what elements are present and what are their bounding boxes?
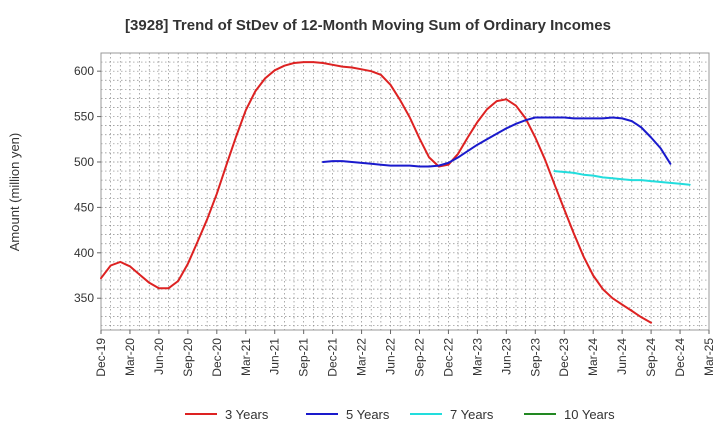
legend-label: 10 Years — [564, 407, 615, 422]
x-tick-label: Sep-24 — [644, 338, 658, 377]
x-tick-label: Mar-24 — [586, 338, 600, 376]
y-tick-label: 450 — [74, 200, 94, 214]
series-line-3-years — [100, 61, 653, 324]
series-line-7-years — [553, 170, 691, 186]
x-tick-label: Dec-19 — [94, 338, 108, 377]
x-tick-label: Jun-24 — [615, 338, 629, 375]
legend: 3 Years 5 Years 7 Years 10 Years — [185, 407, 615, 422]
x-tick-label: Sep-23 — [528, 338, 542, 377]
x-tick-label: Sep-21 — [297, 338, 311, 377]
legend-label: 3 Years — [225, 407, 269, 422]
x-tick-label: Dec-20 — [210, 338, 224, 377]
x-tick-label: Mar-21 — [239, 338, 253, 376]
legend-item-10-years: 10 Years — [524, 407, 615, 422]
chart-title: [3928] Trend of StDev of 12-Month Moving… — [125, 17, 611, 34]
x-tick-label: Mar-25 — [702, 338, 716, 376]
x-tick-label: Dec-23 — [557, 338, 571, 377]
legend-item-5-years: 5 Years — [306, 407, 390, 422]
x-tick-label: Mar-23 — [470, 338, 484, 376]
y-axis: 350 400 450 500 550 600 — [74, 64, 101, 305]
x-tick-label: Mar-20 — [123, 338, 137, 376]
x-tick-label: Mar-22 — [355, 338, 369, 376]
x-tick-label: Jun-23 — [499, 338, 513, 375]
x-tick-label: Jun-22 — [384, 338, 398, 375]
x-tick-label: Jun-20 — [152, 338, 166, 375]
x-tick-label: Sep-20 — [181, 338, 195, 377]
x-tick-label: Dec-24 — [673, 338, 687, 377]
series-group — [100, 61, 691, 324]
series-line-5-years — [322, 116, 672, 168]
y-tick-label: 500 — [74, 155, 94, 169]
legend-label: 5 Years — [346, 407, 390, 422]
y-tick-label: 400 — [74, 246, 94, 260]
plot-frame — [100, 52, 710, 331]
plot-area — [101, 53, 709, 330]
x-tick-label: Dec-21 — [326, 338, 340, 377]
y-tick-label: 550 — [74, 110, 94, 124]
legend-label: 7 Years — [450, 407, 494, 422]
y-tick-label: 600 — [74, 64, 94, 78]
x-tick-label: Sep-22 — [412, 338, 426, 377]
x-axis: Dec-19 Mar-20 Jun-20 Sep-20 Dec-20 Mar-21 Jun-… — [94, 330, 716, 377]
legend-item-3-years: 3 Years — [185, 407, 269, 422]
y-tick-label: 350 — [74, 291, 94, 305]
x-tick-label: Jun-21 — [268, 338, 282, 375]
x-tick-label: Dec-22 — [441, 338, 455, 377]
y-axis-label: Amount (million yen) — [7, 133, 22, 252]
legend-item-7-years: 7 Years — [410, 407, 494, 422]
